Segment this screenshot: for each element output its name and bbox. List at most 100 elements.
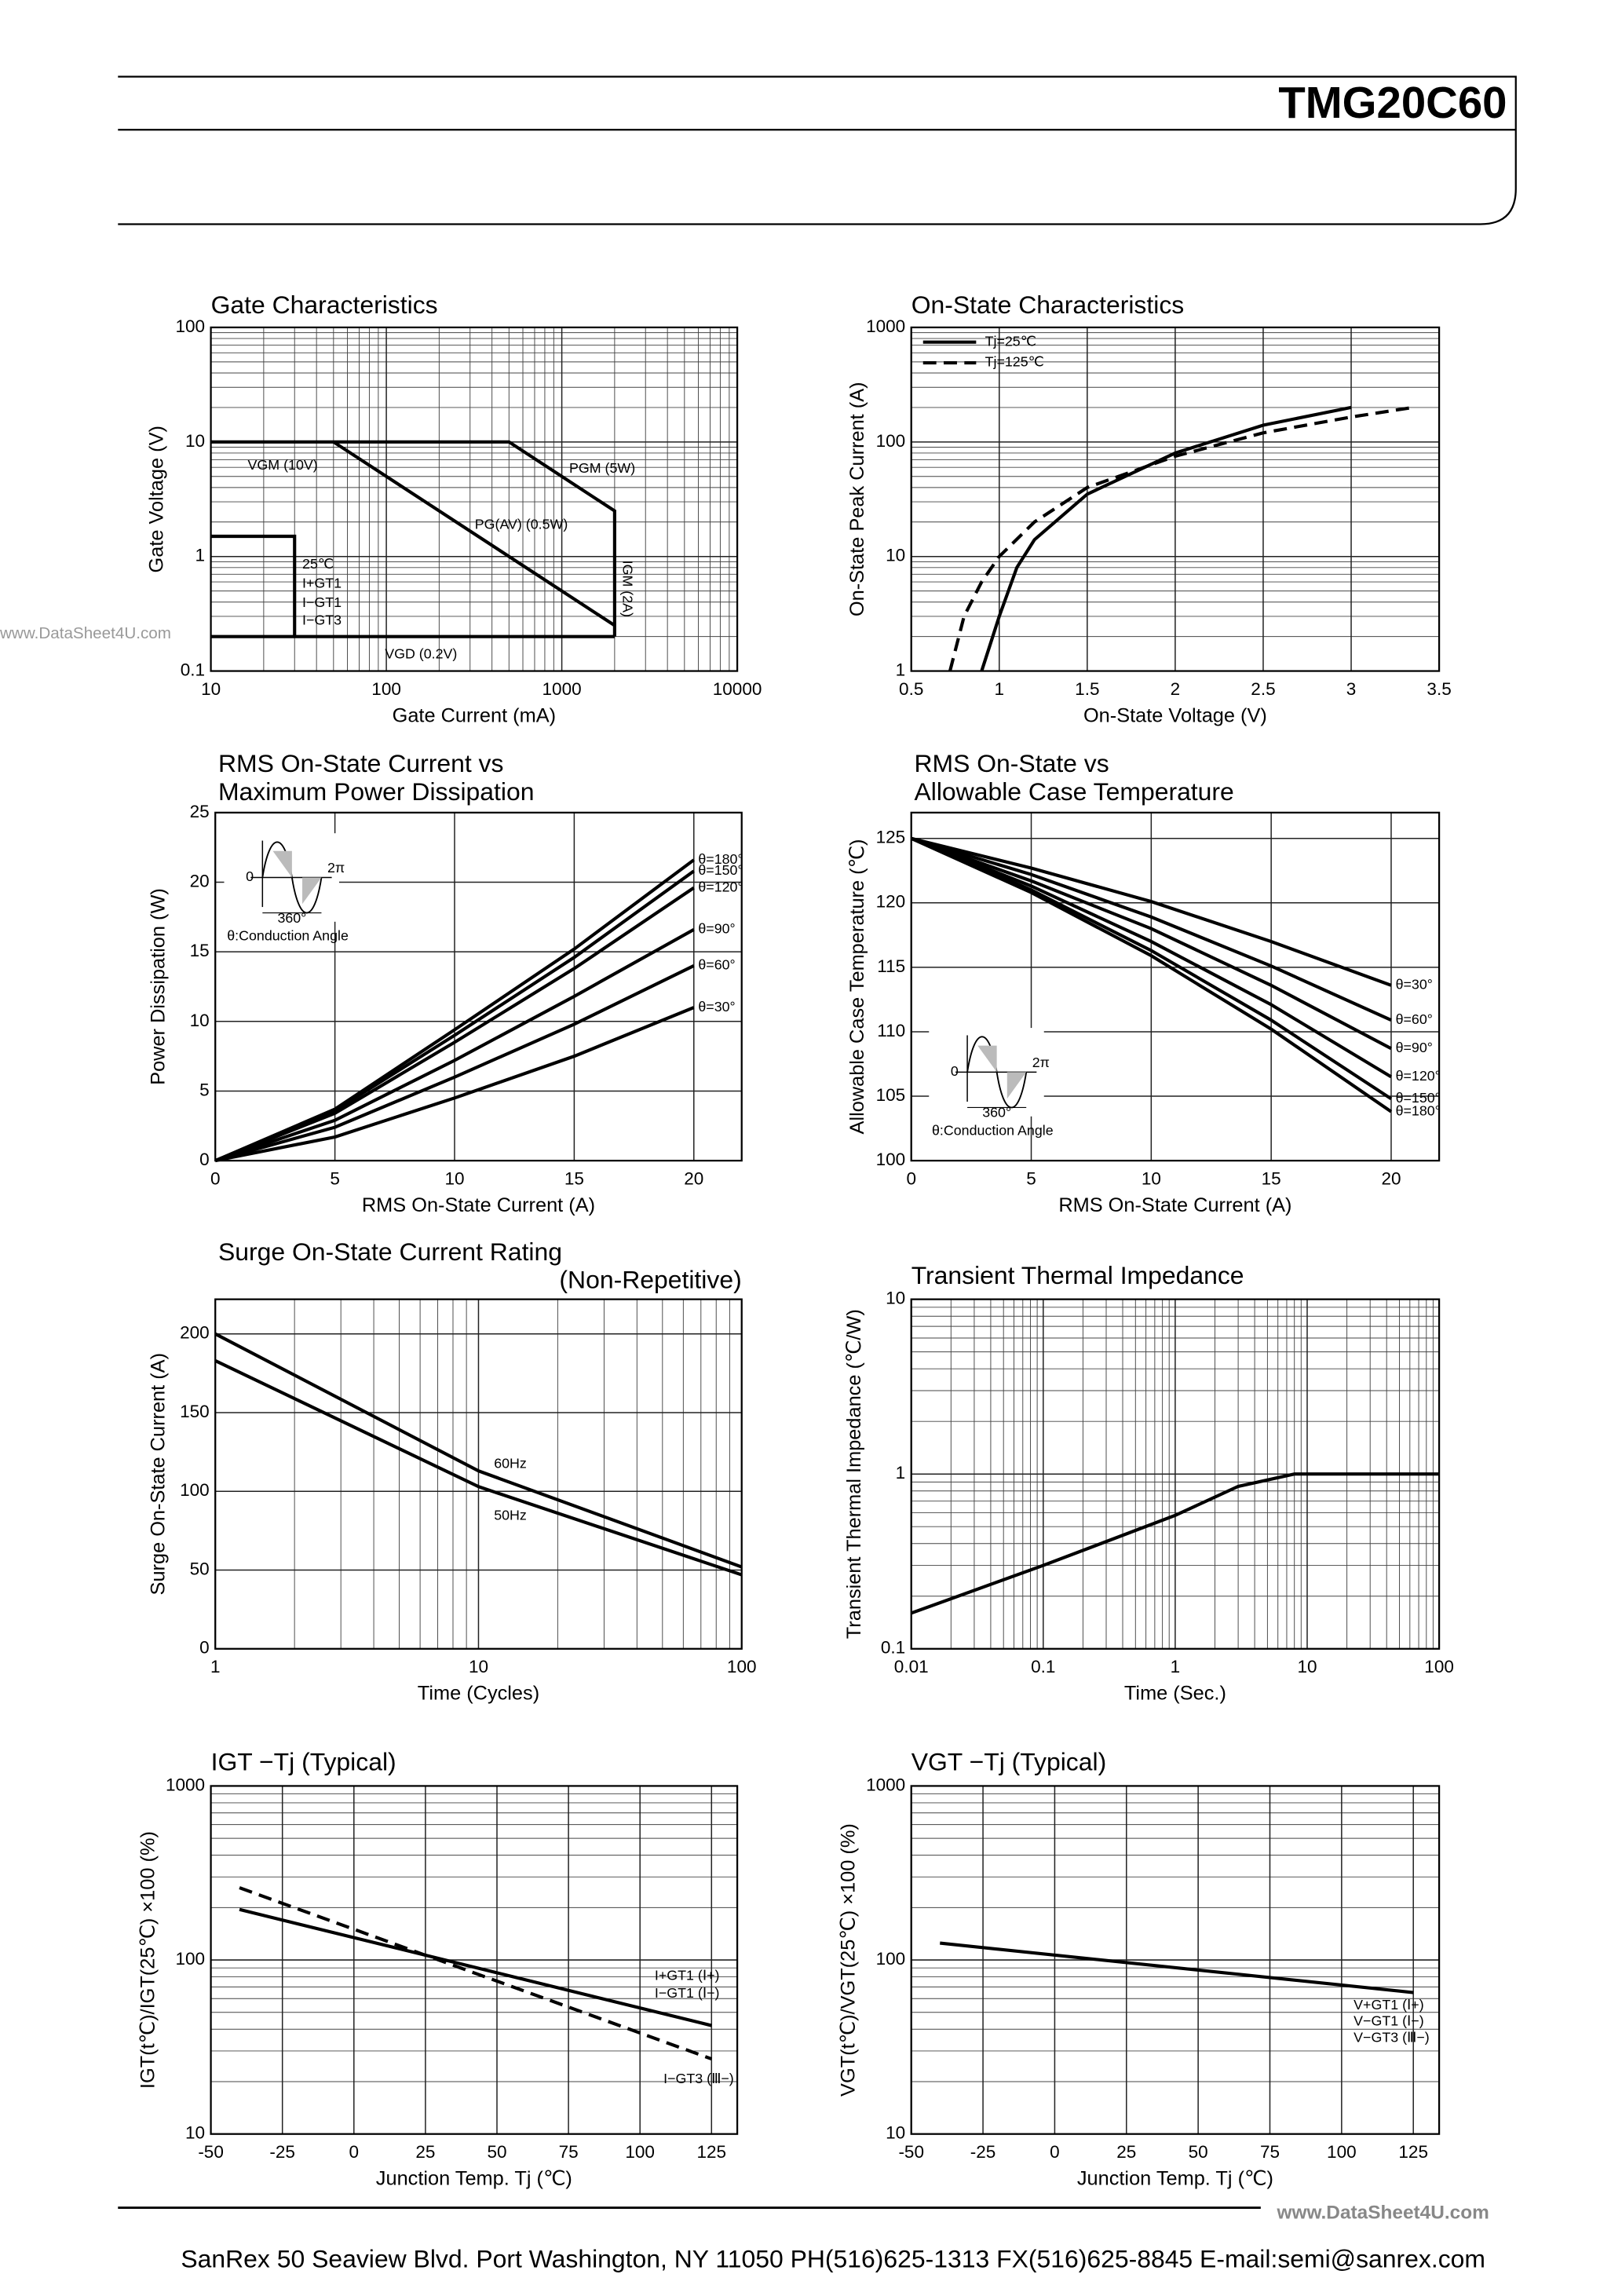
y-tick-label: 1 bbox=[896, 660, 906, 680]
x-axis-label: Junction Temp. Tj (℃) bbox=[376, 2168, 572, 2190]
series-label: θ=120° bbox=[1396, 1068, 1441, 1084]
series-line bbox=[911, 836, 1392, 1051]
plot-frame bbox=[910, 811, 1441, 1162]
x-tick-label: 75 bbox=[1260, 2142, 1280, 2162]
series-line bbox=[948, 405, 1413, 672]
watermark: www.DataSheet4U.com bbox=[1276, 2203, 1489, 2224]
annotation: V−GT3 (Ⅲ−) bbox=[1353, 2029, 1430, 2045]
x-tick-label: 1 bbox=[995, 679, 1005, 699]
series-line bbox=[239, 1886, 713, 2061]
x-tick-label: 0.1 bbox=[1031, 1657, 1055, 1676]
y-tick-label: 10 bbox=[886, 546, 905, 565]
chart: -50 -25 0 25 50 75 100 125 10 100 1000 IGT −Tj (Typ… bbox=[137, 1748, 739, 2190]
y-axis-label: Gate Voltage (V) bbox=[146, 426, 168, 572]
series-line bbox=[214, 869, 695, 1163]
y-tick-label: 1000 bbox=[166, 1775, 205, 1794]
series-line bbox=[980, 405, 1352, 672]
annotation: VGM (10V) bbox=[248, 457, 318, 473]
annotation: PGM (5W) bbox=[569, 460, 635, 476]
series-label: θ=120° bbox=[698, 879, 743, 894]
y-tick-label: 100 bbox=[176, 316, 206, 336]
inset-hatch bbox=[272, 850, 322, 905]
inset-caption: θ:Conduction Angle bbox=[932, 1122, 1054, 1138]
y-tick-label: 100 bbox=[876, 431, 906, 451]
series-line bbox=[332, 441, 616, 627]
x-tick-label: 0.5 bbox=[899, 679, 923, 699]
chart-title: Allowable Case Temperature bbox=[914, 777, 1233, 806]
annotation: I+GT1 (Ⅰ+) bbox=[655, 1967, 720, 1983]
x-tick-label: 125 bbox=[1398, 2142, 1428, 2162]
x-tick-label: 75 bbox=[559, 2142, 579, 2162]
series-line bbox=[210, 534, 297, 637]
inset-label: 0 bbox=[951, 1063, 959, 1079]
inset-label: 360° bbox=[982, 1105, 1011, 1121]
x-tick-label: 20 bbox=[684, 1168, 703, 1188]
chart: 0 5 10 15 20 100 105 110 115 120 125 RMS On-State v… bbox=[846, 749, 1441, 1216]
x-tick-label: 20 bbox=[1381, 1168, 1401, 1188]
y-tick-label: 1 bbox=[896, 1463, 906, 1483]
x-tick-label: 100 bbox=[727, 1657, 757, 1676]
chart: 0 5 10 15 20 0 5 10 15 20 25 RMS On-State Current v… bbox=[148, 749, 743, 1216]
part-number: TMG20C60 bbox=[1278, 78, 1507, 127]
x-tick-label: 0 bbox=[210, 1168, 221, 1188]
series-line bbox=[911, 1472, 1440, 1615]
y-tick-label: 15 bbox=[190, 941, 210, 960]
x-tick-label: 25 bbox=[415, 2142, 435, 2162]
x-axis-label: RMS On-State Current (A) bbox=[362, 1194, 595, 1216]
x-tick-label: 15 bbox=[1262, 1168, 1281, 1188]
series-line bbox=[214, 1332, 743, 1569]
x-axis-label: RMS On-State Current (A) bbox=[1058, 1194, 1291, 1216]
chart-title: RMS On-State vs bbox=[914, 749, 1109, 777]
x-tick-label: 50 bbox=[487, 2142, 506, 2162]
x-tick-label: 2.5 bbox=[1251, 679, 1275, 699]
x-axis-label: Junction Temp. Tj (℃) bbox=[1077, 2168, 1273, 2190]
y-tick-label: 100 bbox=[176, 1949, 206, 1969]
y-tick-label: 0 bbox=[199, 1638, 210, 1658]
chart: -50 -25 0 25 50 75 100 125 10 100 1000 VGT −Tj (Typ… bbox=[838, 1748, 1441, 2190]
header-frame bbox=[118, 75, 1517, 225]
x-tick-label: 1 bbox=[210, 1657, 221, 1676]
x-tick-label: 100 bbox=[625, 2142, 655, 2162]
footer-text: SanRex 50 Seaview Blvd. Port Washington,… bbox=[181, 2245, 1485, 2273]
plot-frame bbox=[910, 1785, 1441, 2135]
inset: 0 2π 360°θ:Conduction Angle bbox=[224, 833, 349, 943]
chart-title: Maximum Power Dissipation bbox=[218, 777, 535, 806]
y-tick-label: 110 bbox=[877, 1021, 905, 1040]
legend-label: Tj=25℃ bbox=[985, 333, 1036, 349]
x-tick-label: 5 bbox=[1026, 1168, 1036, 1188]
annotation: 50Hz bbox=[494, 1507, 527, 1523]
series-label: θ=30° bbox=[698, 999, 735, 1015]
y-tick-label: 1 bbox=[195, 546, 206, 565]
x-tick-label: -25 bbox=[970, 2142, 996, 2162]
y-axis-label: Power Dissipation (W) bbox=[148, 888, 170, 1085]
x-tick-label: 100 bbox=[371, 679, 401, 699]
watermark: www.DataSheet4U.com bbox=[0, 624, 171, 642]
series-label: θ=150° bbox=[1396, 1090, 1441, 1106]
y-tick-label: 5 bbox=[199, 1080, 210, 1099]
y-tick-label: 100 bbox=[876, 1949, 906, 1969]
series-label: θ=180° bbox=[698, 851, 743, 867]
series-label: θ=90° bbox=[698, 921, 735, 937]
inset-label: 2π bbox=[327, 860, 345, 876]
inset-caption: θ:Conduction Angle bbox=[227, 927, 349, 943]
chart-title: Gate Characteristics bbox=[211, 291, 438, 319]
plot-frame bbox=[214, 811, 743, 1162]
legend-label: Tj=125℃ bbox=[985, 354, 1044, 370]
series-label: θ=150° bbox=[698, 862, 743, 878]
x-axis-label: On-State Voltage (V) bbox=[1083, 704, 1267, 726]
y-axis-label: VGT(t℃)/VGT(25℃) ×100 (%) bbox=[838, 1823, 860, 2097]
x-tick-label: 1 bbox=[1171, 1657, 1181, 1676]
annotation: PG(AV) (0.5W) bbox=[475, 516, 568, 532]
y-axis-label: On-State Peak Current (A) bbox=[846, 382, 868, 616]
plot-frame bbox=[214, 1298, 743, 1650]
x-tick-label: -25 bbox=[269, 2142, 295, 2162]
y-axis-label: Surge On-State Current (A) bbox=[148, 1353, 170, 1595]
x-tick-label: 50 bbox=[1189, 2142, 1208, 2162]
x-tick-label: 10 bbox=[1297, 1657, 1317, 1676]
annotation: V−GT1 (Ⅰ−) bbox=[1353, 2013, 1423, 2029]
series-line bbox=[214, 1358, 743, 1577]
series-line bbox=[910, 836, 1393, 1079]
